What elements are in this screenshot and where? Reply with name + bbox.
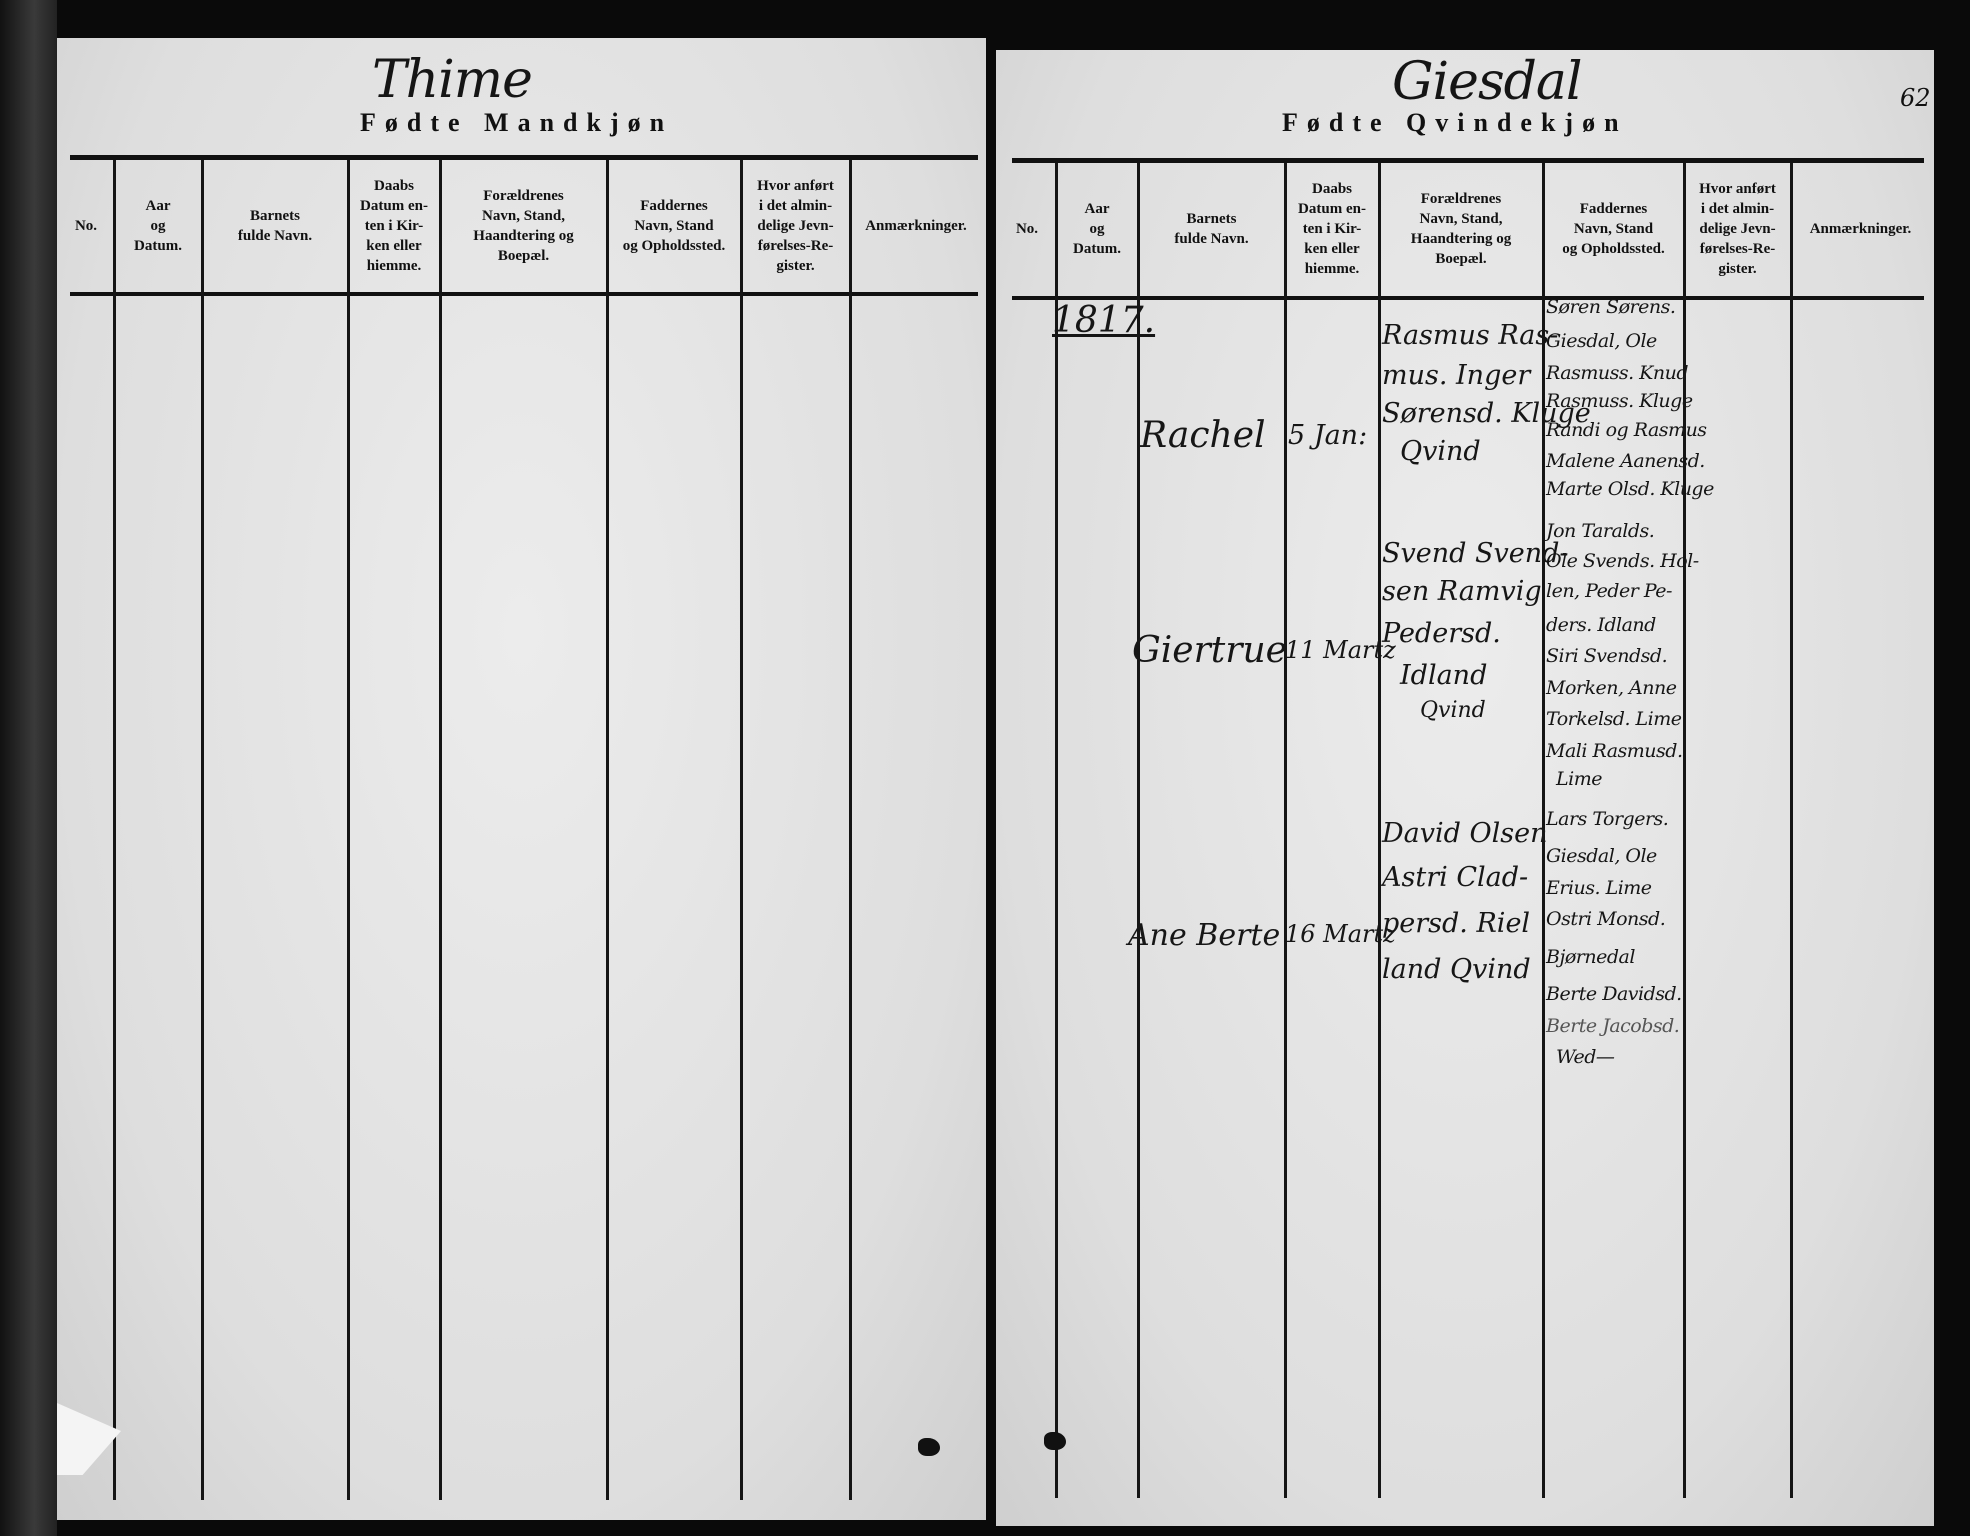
parents-line: mus. Inger <box>1382 360 1531 391</box>
column-divider <box>1378 163 1381 1498</box>
sponsors-line: Randi og Rasmus <box>1546 419 1707 441</box>
baptism-date: 16 Martz <box>1285 920 1396 948</box>
left-table-top-rule <box>70 155 978 160</box>
left-header-parents: Forældrenes Navn, Stand, Haandtering og … <box>473 188 574 264</box>
sponsors-line: Wed— <box>1556 1046 1615 1068</box>
sponsors-line: Marte Olsd. Kluge <box>1546 478 1714 500</box>
left-header-no: No. <box>74 218 98 234</box>
child-name: Ane Berte <box>1128 918 1281 953</box>
sponsors-line: Giesdal, Ole <box>1546 330 1657 352</box>
right-header-sponsors: Faddernes Navn, Stand og Opholdssted. <box>1562 201 1665 257</box>
left-page <box>57 38 986 1520</box>
sponsors-line: Malene Aanensd. <box>1546 450 1705 472</box>
sponsors-line: Ostri Monsd. <box>1546 908 1666 930</box>
parents-line: Svend Svend- <box>1382 538 1569 569</box>
parents-line: Sørensd. Kluge <box>1382 398 1591 429</box>
right-parish-name: Giesdal <box>1392 52 1583 112</box>
right-header-year-date: Aar og Datum. <box>1073 201 1121 257</box>
column-divider <box>849 160 852 1500</box>
column-divider <box>1542 163 1545 1498</box>
column-divider <box>1790 163 1793 1498</box>
column-divider <box>113 160 116 1500</box>
right-header-child-name: Barnets fulde Navn. <box>1174 211 1249 247</box>
left-page-heading: Fødte Mandkjøn <box>360 108 674 137</box>
right-header-bottom-rule <box>1012 296 1924 300</box>
left-header-sponsors: Faddernes Navn, Stand og Opholdssted. <box>622 198 726 254</box>
sponsors-line: Morken, Anne <box>1546 677 1677 699</box>
left-header-bottom-rule <box>70 292 978 296</box>
column-divider <box>1683 163 1686 1498</box>
entry-year: 1817. <box>1052 300 1156 341</box>
parents-line: Idland <box>1400 660 1488 691</box>
sponsors-line: Søren Sørens. <box>1546 296 1676 318</box>
child-name: Giertrue <box>1132 630 1287 671</box>
left-parish-name: Thime <box>372 50 533 110</box>
baptism-date: 5 Jan: <box>1288 420 1368 451</box>
parents-line: Qvind <box>1420 698 1486 723</box>
baptism-date: 11 Martz <box>1285 636 1396 664</box>
sponsors-line: Giesdal, Ole <box>1546 845 1657 867</box>
left-header-baptism-date: Daabs Datum en- ten i Kir- ken eller hie… <box>360 178 428 274</box>
sponsors-line: Rasmuss. Kluge <box>1546 390 1693 412</box>
column-divider <box>606 160 609 1500</box>
sponsors-line: Lars Torgers. <box>1546 808 1669 830</box>
right-header-remarks: Anmærkninger. <box>1809 221 1912 237</box>
column-divider <box>740 160 743 1500</box>
column-divider <box>201 160 204 1500</box>
sponsors-line: len, Peder Pe- <box>1546 580 1672 602</box>
sponsors-line: Siri Svendsd. <box>1546 645 1668 667</box>
parents-line: Rasmus Ras- <box>1382 320 1559 351</box>
parents-line: Pedersd. <box>1382 618 1501 649</box>
sponsors-line: Rasmuss. Knud <box>1546 362 1688 384</box>
column-divider <box>439 160 442 1500</box>
left-header-register: Hvor anført i det almin- delige Jevn- fø… <box>757 178 834 274</box>
left-header-child-name: Barnets fulde Navn. <box>237 208 313 244</box>
sponsors-line: Torkelsd. Lime <box>1546 708 1682 730</box>
sponsors-line: Berte Davidsd. <box>1546 983 1682 1005</box>
ink-blot <box>918 1438 940 1456</box>
sponsors-line: ders. Idland <box>1546 614 1656 636</box>
parents-line: Astri Clad- <box>1382 862 1529 893</box>
left-header-year-date: Aar og Datum. <box>134 198 182 254</box>
right-header-parents: Forældrenes Navn, Stand, Haandtering og … <box>1410 191 1512 267</box>
column-divider <box>347 160 350 1500</box>
parents-line: persd. Riel <box>1382 908 1531 939</box>
column-divider <box>1284 163 1287 1498</box>
sponsors-line: Lime <box>1556 768 1602 790</box>
parents-line: David Olsen <box>1382 818 1548 849</box>
child-name: Rachel <box>1140 415 1266 456</box>
sponsors-line: Bjørnedal <box>1546 946 1635 968</box>
parents-line: Qvind <box>1400 436 1481 467</box>
left-header-remarks: Anmærkninger. <box>865 218 967 234</box>
right-page-heading: Fødte Qvindekjøn <box>1282 108 1628 137</box>
right-header-register: Hvor anført i det almin- delige Jevn- fø… <box>1699 181 1776 277</box>
sponsors-line: Mali Rasmusd. <box>1546 740 1683 762</box>
sponsors-line: Jon Taralds. <box>1546 520 1655 542</box>
column-divider <box>1055 163 1058 1498</box>
sponsors-line: Berte Jacobsd. <box>1546 1015 1680 1037</box>
right-header-no: No. <box>1015 221 1039 237</box>
ink-blot <box>1044 1432 1066 1450</box>
parents-line: sen Ramvig <box>1382 576 1542 607</box>
column-divider <box>1137 163 1140 1498</box>
page-number: 62 <box>1900 84 1931 112</box>
parents-line: land Qvind <box>1382 954 1531 985</box>
book-spine <box>0 0 57 1536</box>
sponsors-line: Ole Svends. Hol- <box>1546 550 1699 572</box>
right-table-top-rule <box>1012 158 1924 163</box>
right-header-baptism-date: Daabs Datum en- ten i Kir- ken eller hie… <box>1298 181 1366 277</box>
sponsors-line: Erius. Lime <box>1546 877 1652 899</box>
